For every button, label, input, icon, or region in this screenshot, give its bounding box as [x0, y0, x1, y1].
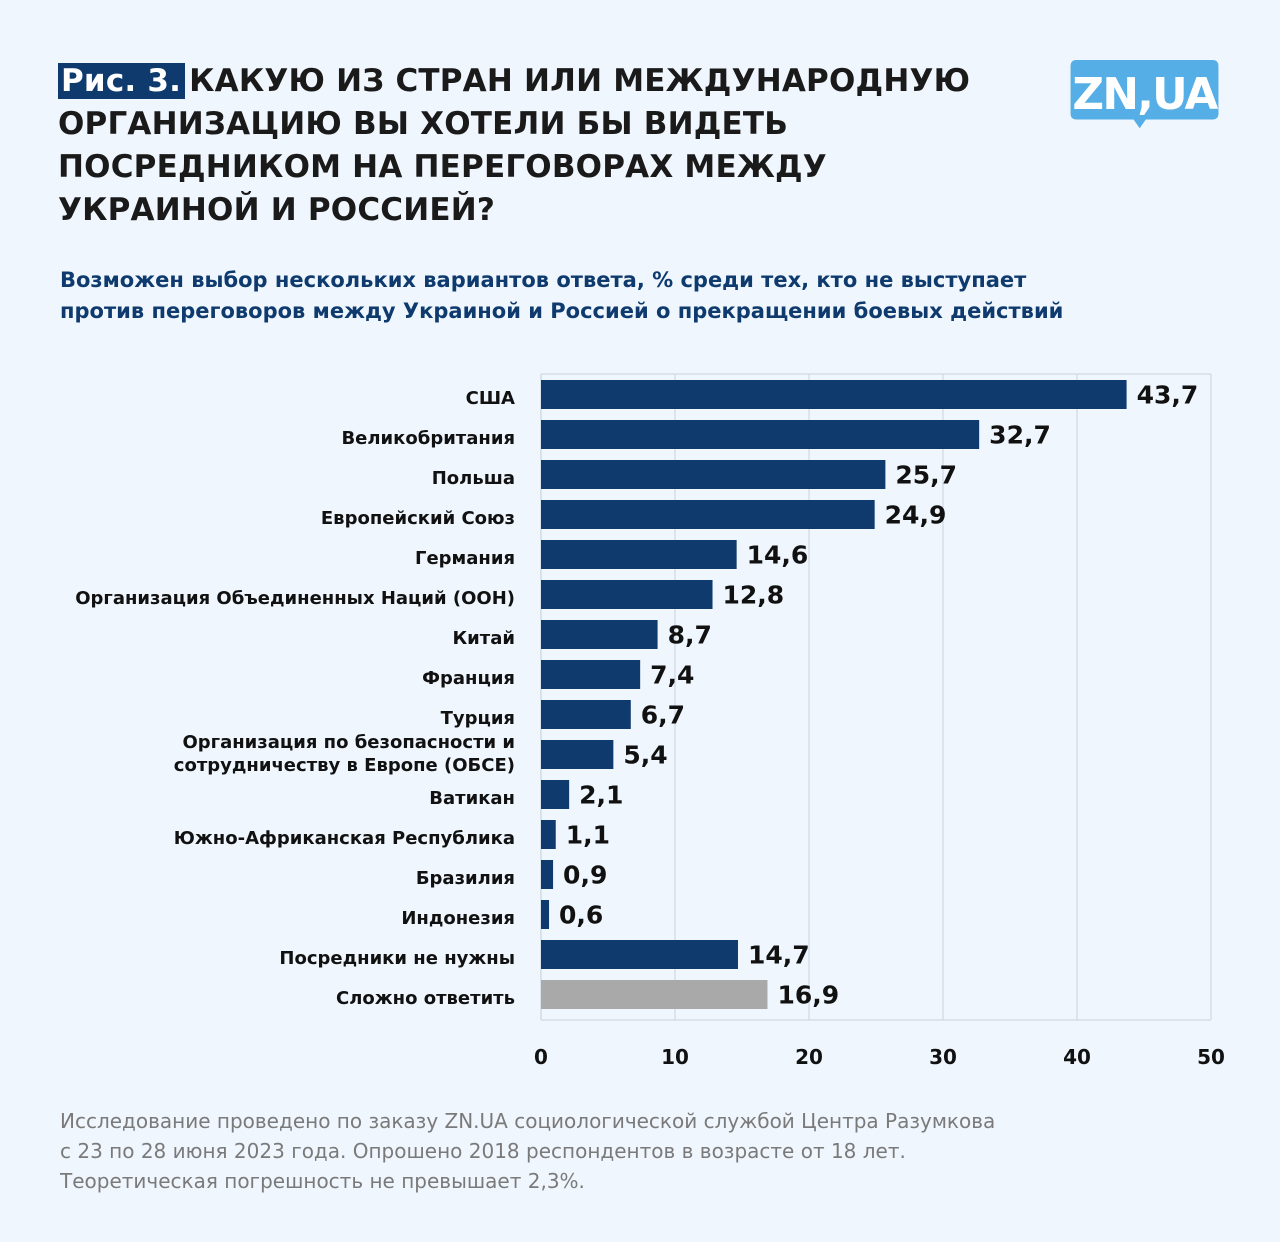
bar	[541, 900, 550, 929]
bar	[541, 500, 875, 529]
value-label: 5,4	[623, 741, 667, 770]
footnote-line-2: с 23 по 28 июня 2023 года. Опрошено 2018…	[60, 1139, 906, 1163]
x-tick-label: 10	[661, 1045, 689, 1069]
category-label: Франция	[422, 668, 515, 689]
bar	[541, 980, 768, 1009]
figure-label: Рис. 3.	[58, 63, 186, 99]
x-tick-label: 40	[1063, 1045, 1091, 1069]
value-label: 43,7	[1137, 381, 1199, 410]
category-label: Великобритания	[341, 428, 515, 449]
bar	[541, 420, 980, 449]
value-label: 14,7	[748, 941, 810, 970]
value-label: 24,9	[885, 501, 947, 530]
bar	[541, 660, 641, 689]
category-label: Польша	[432, 468, 515, 489]
bar	[541, 620, 658, 649]
bar	[541, 460, 886, 489]
bar	[541, 740, 614, 769]
category-label: сотрудничеству в Европе (ОБСЕ)	[174, 755, 515, 776]
category-label: США	[466, 388, 515, 409]
bar	[541, 380, 1127, 409]
value-label: 25,7	[895, 461, 957, 490]
value-label: 7,4	[650, 661, 694, 690]
value-label: 6,7	[641, 701, 685, 730]
category-label: Посредники не нужны	[279, 948, 515, 969]
bar	[541, 940, 738, 969]
x-axis-tick-labels: 0 10 20 30 40 50	[534, 1045, 1225, 1069]
bar	[541, 580, 713, 609]
bar	[541, 540, 737, 569]
logo-speech-bubble	[1070, 60, 1219, 129]
subtitle-line-1: Возможен выбор нескольких вариантов отве…	[60, 268, 1027, 292]
chart-title: Рис. 3. КАКУЮ ИЗ СТРАН ИЛИ МЕЖДУНАРОДНУЮ …	[58, 60, 1038, 232]
title-line-2: ОРГАНИЗАЦИЮ ВЫ ХОТЕЛИ БЫ ВИДЕТЬ	[58, 106, 789, 142]
value-label: 32,7	[989, 421, 1051, 450]
category-label: Организация по безопасности и	[183, 732, 516, 753]
value-label: 2,1	[579, 781, 623, 810]
value-labels: 43,7 32,7 25,7 24,9 14,6 12,8 8,7 7,4 6,7 5,42,1 1…	[559, 381, 1198, 1010]
chart-subtitle: Возможен выбор нескольких вариантов отве…	[60, 265, 1210, 327]
value-label: 0,6	[559, 901, 603, 930]
value-label: 12,8	[723, 581, 785, 610]
title-line-4: УКРАИНОЙ И РОССИЕЙ?	[58, 192, 496, 228]
logo-text: ZN,UA	[1072, 69, 1218, 120]
category-label: Южно-Африканская Республика	[174, 828, 515, 849]
x-tick-label: 0	[534, 1045, 548, 1069]
title-line-1: Рис. 3. КАКУЮ ИЗ СТРАН ИЛИ МЕЖДУНАРОДНУЮ	[58, 60, 1038, 103]
category-label: Китай	[452, 628, 515, 649]
value-label: 0,9	[563, 861, 607, 890]
category-label: Бразилия	[416, 868, 515, 889]
value-label: 14,6	[747, 541, 809, 570]
zn-ua-logo: ZN,UA	[1070, 60, 1220, 129]
category-label: Европейский Союз	[321, 508, 515, 529]
category-label: Ватикан	[429, 788, 515, 809]
category-label: Организация Объединенных Наций (ООН)	[75, 588, 515, 609]
category-label: Индонезия	[401, 908, 515, 929]
bar	[541, 860, 554, 889]
bar	[541, 780, 570, 809]
x-tick-label: 50	[1197, 1045, 1225, 1069]
title-line-3: ПОСРЕДНИКОМ НА ПЕРЕГОВОРАХ МЕЖДУ	[58, 149, 827, 185]
subtitle-line-2: против переговоров между Украиной и Росс…	[60, 299, 1064, 323]
bar	[541, 700, 631, 729]
x-tick-label: 20	[795, 1045, 823, 1069]
footnote-line-3: Теоретическая погрешность не превышает 2…	[60, 1169, 585, 1193]
bar-chart: США Великобритания Польша Европейский Союз Г…	[75, 373, 1225, 1069]
category-label: Германия	[415, 548, 515, 569]
value-label: 1,1	[566, 821, 610, 850]
grid-lines	[540, 373, 1212, 1021]
footnote-line-1: Исследование проведено по заказу ZN.UA с…	[60, 1109, 996, 1133]
value-label: 8,7	[668, 621, 712, 650]
footnote: Исследование проведено по заказу ZN.UA с…	[60, 1106, 1210, 1196]
category-label: Турция	[441, 708, 515, 729]
category-labels: США Великобритания Польша Европейский Союз Г…	[75, 388, 515, 1009]
bars	[541, 380, 1127, 1009]
bar	[541, 820, 556, 849]
x-tick-label: 30	[929, 1045, 957, 1069]
category-label: Сложно ответить	[336, 988, 515, 1009]
value-label: 16,9	[777, 981, 839, 1010]
